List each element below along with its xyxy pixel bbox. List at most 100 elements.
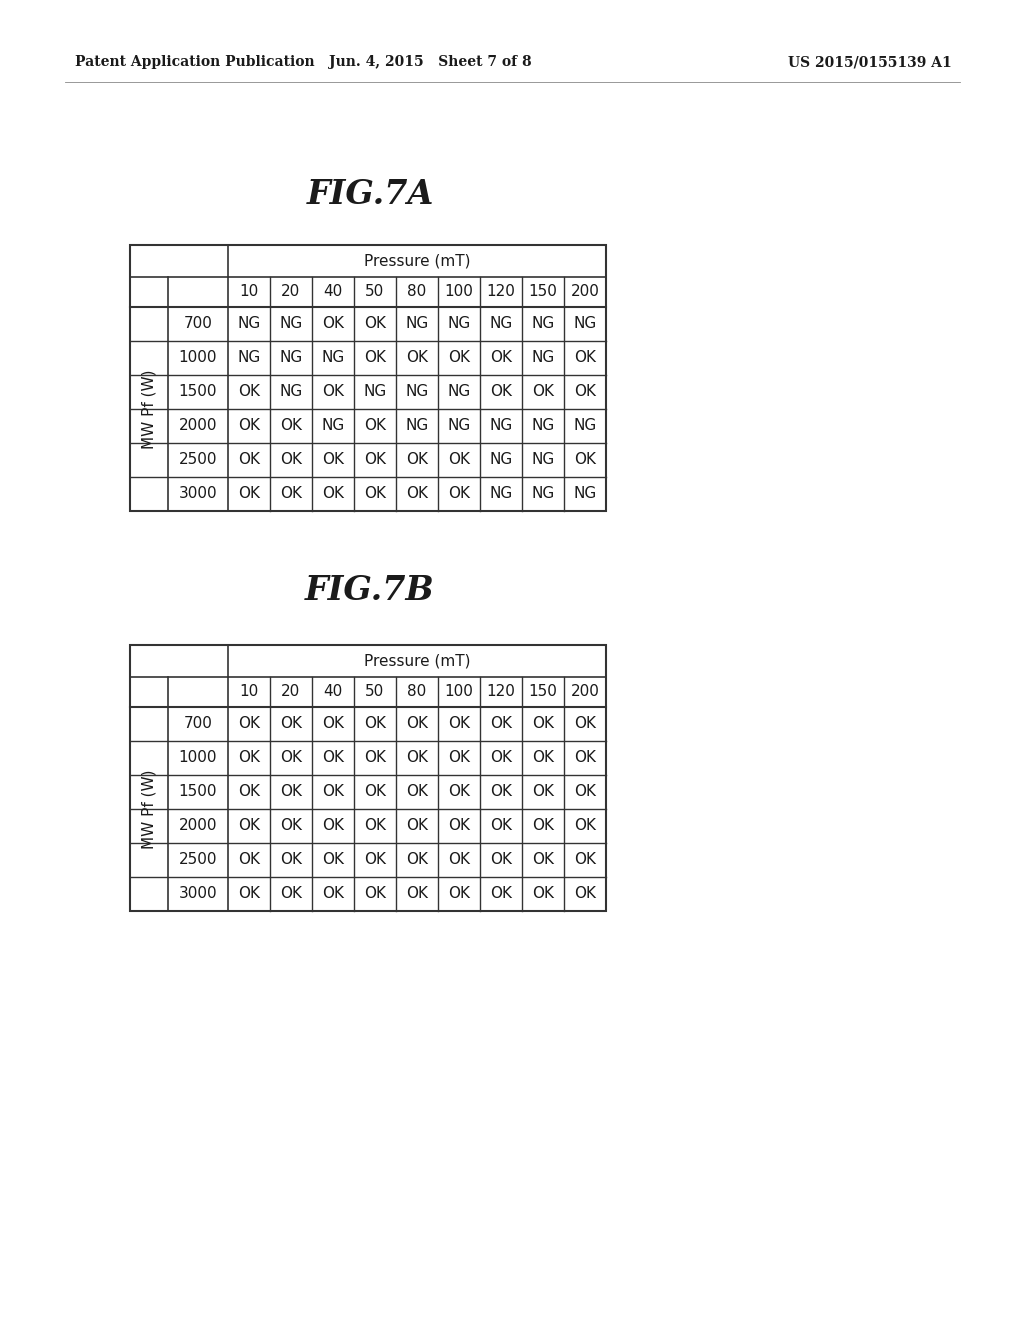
Text: NG: NG: [322, 351, 345, 366]
Text: OK: OK: [322, 853, 344, 867]
Text: OK: OK: [490, 751, 512, 766]
Text: 200: 200: [570, 285, 599, 300]
Text: NG: NG: [489, 317, 513, 331]
Text: OK: OK: [238, 418, 260, 433]
Text: OK: OK: [532, 717, 554, 731]
Text: 2000: 2000: [179, 818, 217, 833]
Text: OK: OK: [490, 784, 512, 800]
Text: 20: 20: [282, 285, 301, 300]
Text: 1000: 1000: [179, 751, 217, 766]
Text: 200: 200: [570, 685, 599, 700]
Text: OK: OK: [449, 717, 470, 731]
Text: OK: OK: [449, 887, 470, 902]
Text: OK: OK: [574, 351, 596, 366]
Text: OK: OK: [574, 784, 596, 800]
Text: OK: OK: [574, 887, 596, 902]
Text: FIG.7B: FIG.7B: [305, 573, 435, 606]
Text: NG: NG: [406, 384, 429, 400]
Text: OK: OK: [280, 487, 302, 502]
Text: NG: NG: [531, 453, 555, 467]
Text: NG: NG: [531, 418, 555, 433]
Text: OK: OK: [322, 317, 344, 331]
Text: OK: OK: [449, 487, 470, 502]
Text: OK: OK: [574, 384, 596, 400]
Text: 3000: 3000: [178, 487, 217, 502]
Text: OK: OK: [280, 853, 302, 867]
Text: OK: OK: [322, 487, 344, 502]
Text: OK: OK: [364, 784, 386, 800]
Text: OK: OK: [280, 818, 302, 833]
Text: OK: OK: [364, 351, 386, 366]
Text: NG: NG: [280, 384, 303, 400]
Text: 1500: 1500: [179, 384, 217, 400]
Text: NG: NG: [531, 487, 555, 502]
Text: 700: 700: [183, 317, 212, 331]
Text: 2000: 2000: [179, 418, 217, 433]
Text: NG: NG: [531, 351, 555, 366]
Text: 1500: 1500: [179, 784, 217, 800]
Text: OK: OK: [532, 384, 554, 400]
Text: 150: 150: [528, 685, 557, 700]
Text: 150: 150: [528, 285, 557, 300]
Text: NG: NG: [573, 317, 597, 331]
Text: OK: OK: [280, 717, 302, 731]
Text: 3000: 3000: [178, 887, 217, 902]
Text: 120: 120: [486, 685, 515, 700]
Text: OK: OK: [532, 784, 554, 800]
Text: OK: OK: [574, 818, 596, 833]
Text: OK: OK: [574, 853, 596, 867]
Text: OK: OK: [490, 853, 512, 867]
Text: OK: OK: [364, 418, 386, 433]
Text: OK: OK: [406, 487, 428, 502]
Text: MW Pf (W): MW Pf (W): [141, 370, 157, 449]
Text: 2500: 2500: [179, 453, 217, 467]
Text: 50: 50: [366, 685, 385, 700]
Text: OK: OK: [322, 384, 344, 400]
Text: OK: OK: [574, 717, 596, 731]
Text: OK: OK: [238, 818, 260, 833]
Text: NG: NG: [280, 317, 303, 331]
Text: NG: NG: [489, 487, 513, 502]
Text: OK: OK: [490, 818, 512, 833]
Text: OK: OK: [322, 717, 344, 731]
Text: NG: NG: [573, 487, 597, 502]
Text: 80: 80: [408, 685, 427, 700]
Text: NG: NG: [447, 418, 471, 433]
Text: NG: NG: [280, 351, 303, 366]
Text: MW Pf (W): MW Pf (W): [141, 770, 157, 849]
Text: OK: OK: [364, 717, 386, 731]
Text: NG: NG: [364, 384, 387, 400]
Text: OK: OK: [364, 853, 386, 867]
Text: OK: OK: [532, 818, 554, 833]
Bar: [130, 246, 606, 511]
Text: OK: OK: [322, 784, 344, 800]
Text: NG: NG: [406, 418, 429, 433]
Text: Pressure (mT): Pressure (mT): [364, 253, 470, 268]
Text: OK: OK: [280, 887, 302, 902]
Text: 20: 20: [282, 685, 301, 700]
Text: FIG.7A: FIG.7A: [306, 178, 434, 211]
Text: OK: OK: [406, 818, 428, 833]
Text: NG: NG: [531, 317, 555, 331]
Text: NG: NG: [573, 418, 597, 433]
Text: US 2015/0155139 A1: US 2015/0155139 A1: [788, 55, 952, 69]
Text: OK: OK: [364, 453, 386, 467]
Text: 100: 100: [444, 285, 473, 300]
Text: NG: NG: [238, 317, 261, 331]
Text: 2500: 2500: [179, 853, 217, 867]
Text: OK: OK: [406, 351, 428, 366]
Text: OK: OK: [280, 453, 302, 467]
Text: 120: 120: [486, 285, 515, 300]
Text: OK: OK: [406, 853, 428, 867]
Text: Patent Application Publication: Patent Application Publication: [75, 55, 314, 69]
Text: OK: OK: [406, 784, 428, 800]
Text: OK: OK: [490, 887, 512, 902]
Text: OK: OK: [532, 853, 554, 867]
Text: Pressure (mT): Pressure (mT): [364, 653, 470, 668]
Text: OK: OK: [532, 751, 554, 766]
Text: 50: 50: [366, 285, 385, 300]
Text: OK: OK: [406, 751, 428, 766]
Text: NG: NG: [322, 418, 345, 433]
Text: 100: 100: [444, 685, 473, 700]
Text: OK: OK: [449, 751, 470, 766]
